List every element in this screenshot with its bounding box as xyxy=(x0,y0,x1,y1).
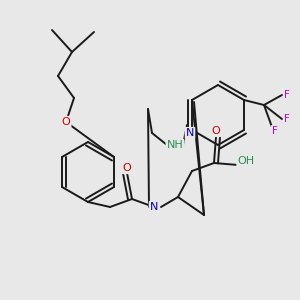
Text: F: F xyxy=(284,114,290,124)
Text: O: O xyxy=(212,126,220,136)
Text: NH: NH xyxy=(167,140,183,150)
Text: F: F xyxy=(284,90,290,100)
Text: OH: OH xyxy=(237,156,255,166)
Text: O: O xyxy=(61,117,70,127)
Text: N: N xyxy=(150,202,158,212)
Text: F: F xyxy=(272,126,278,136)
Text: N: N xyxy=(186,128,194,138)
Text: O: O xyxy=(123,163,131,173)
